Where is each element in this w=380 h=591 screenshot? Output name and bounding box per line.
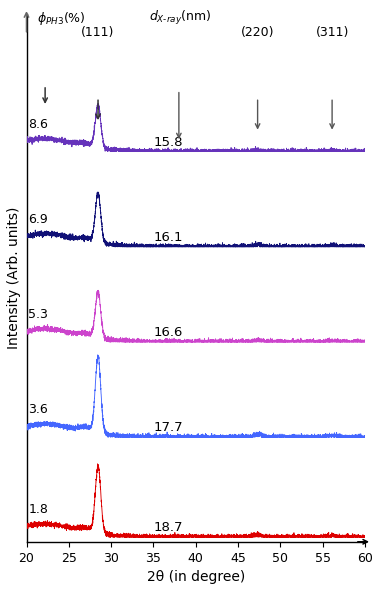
X-axis label: 2θ (in degree): 2θ (in degree) — [147, 570, 245, 584]
Text: 3.6: 3.6 — [28, 403, 48, 416]
Text: 16.1: 16.1 — [154, 231, 183, 244]
Text: 6.9: 6.9 — [28, 213, 48, 226]
Text: (220): (220) — [241, 26, 274, 39]
Text: 16.6: 16.6 — [154, 326, 183, 339]
Text: 18.7: 18.7 — [154, 521, 183, 534]
Text: (311): (311) — [315, 26, 349, 39]
Y-axis label: Intensity (Arb. units): Intensity (Arb. units) — [7, 206, 21, 349]
Text: 5.3: 5.3 — [28, 308, 48, 321]
Text: 15.8: 15.8 — [154, 136, 183, 149]
Text: $\phi_{PH3}$(%): $\phi_{PH3}$(%) — [36, 10, 85, 27]
Text: 1.8: 1.8 — [28, 503, 48, 516]
Text: $d_{X\text{-}ray}$(nm): $d_{X\text{-}ray}$(nm) — [149, 9, 212, 27]
Text: 8.6: 8.6 — [28, 118, 48, 131]
Text: 17.7: 17.7 — [154, 421, 183, 434]
Text: (111): (111) — [81, 26, 115, 39]
